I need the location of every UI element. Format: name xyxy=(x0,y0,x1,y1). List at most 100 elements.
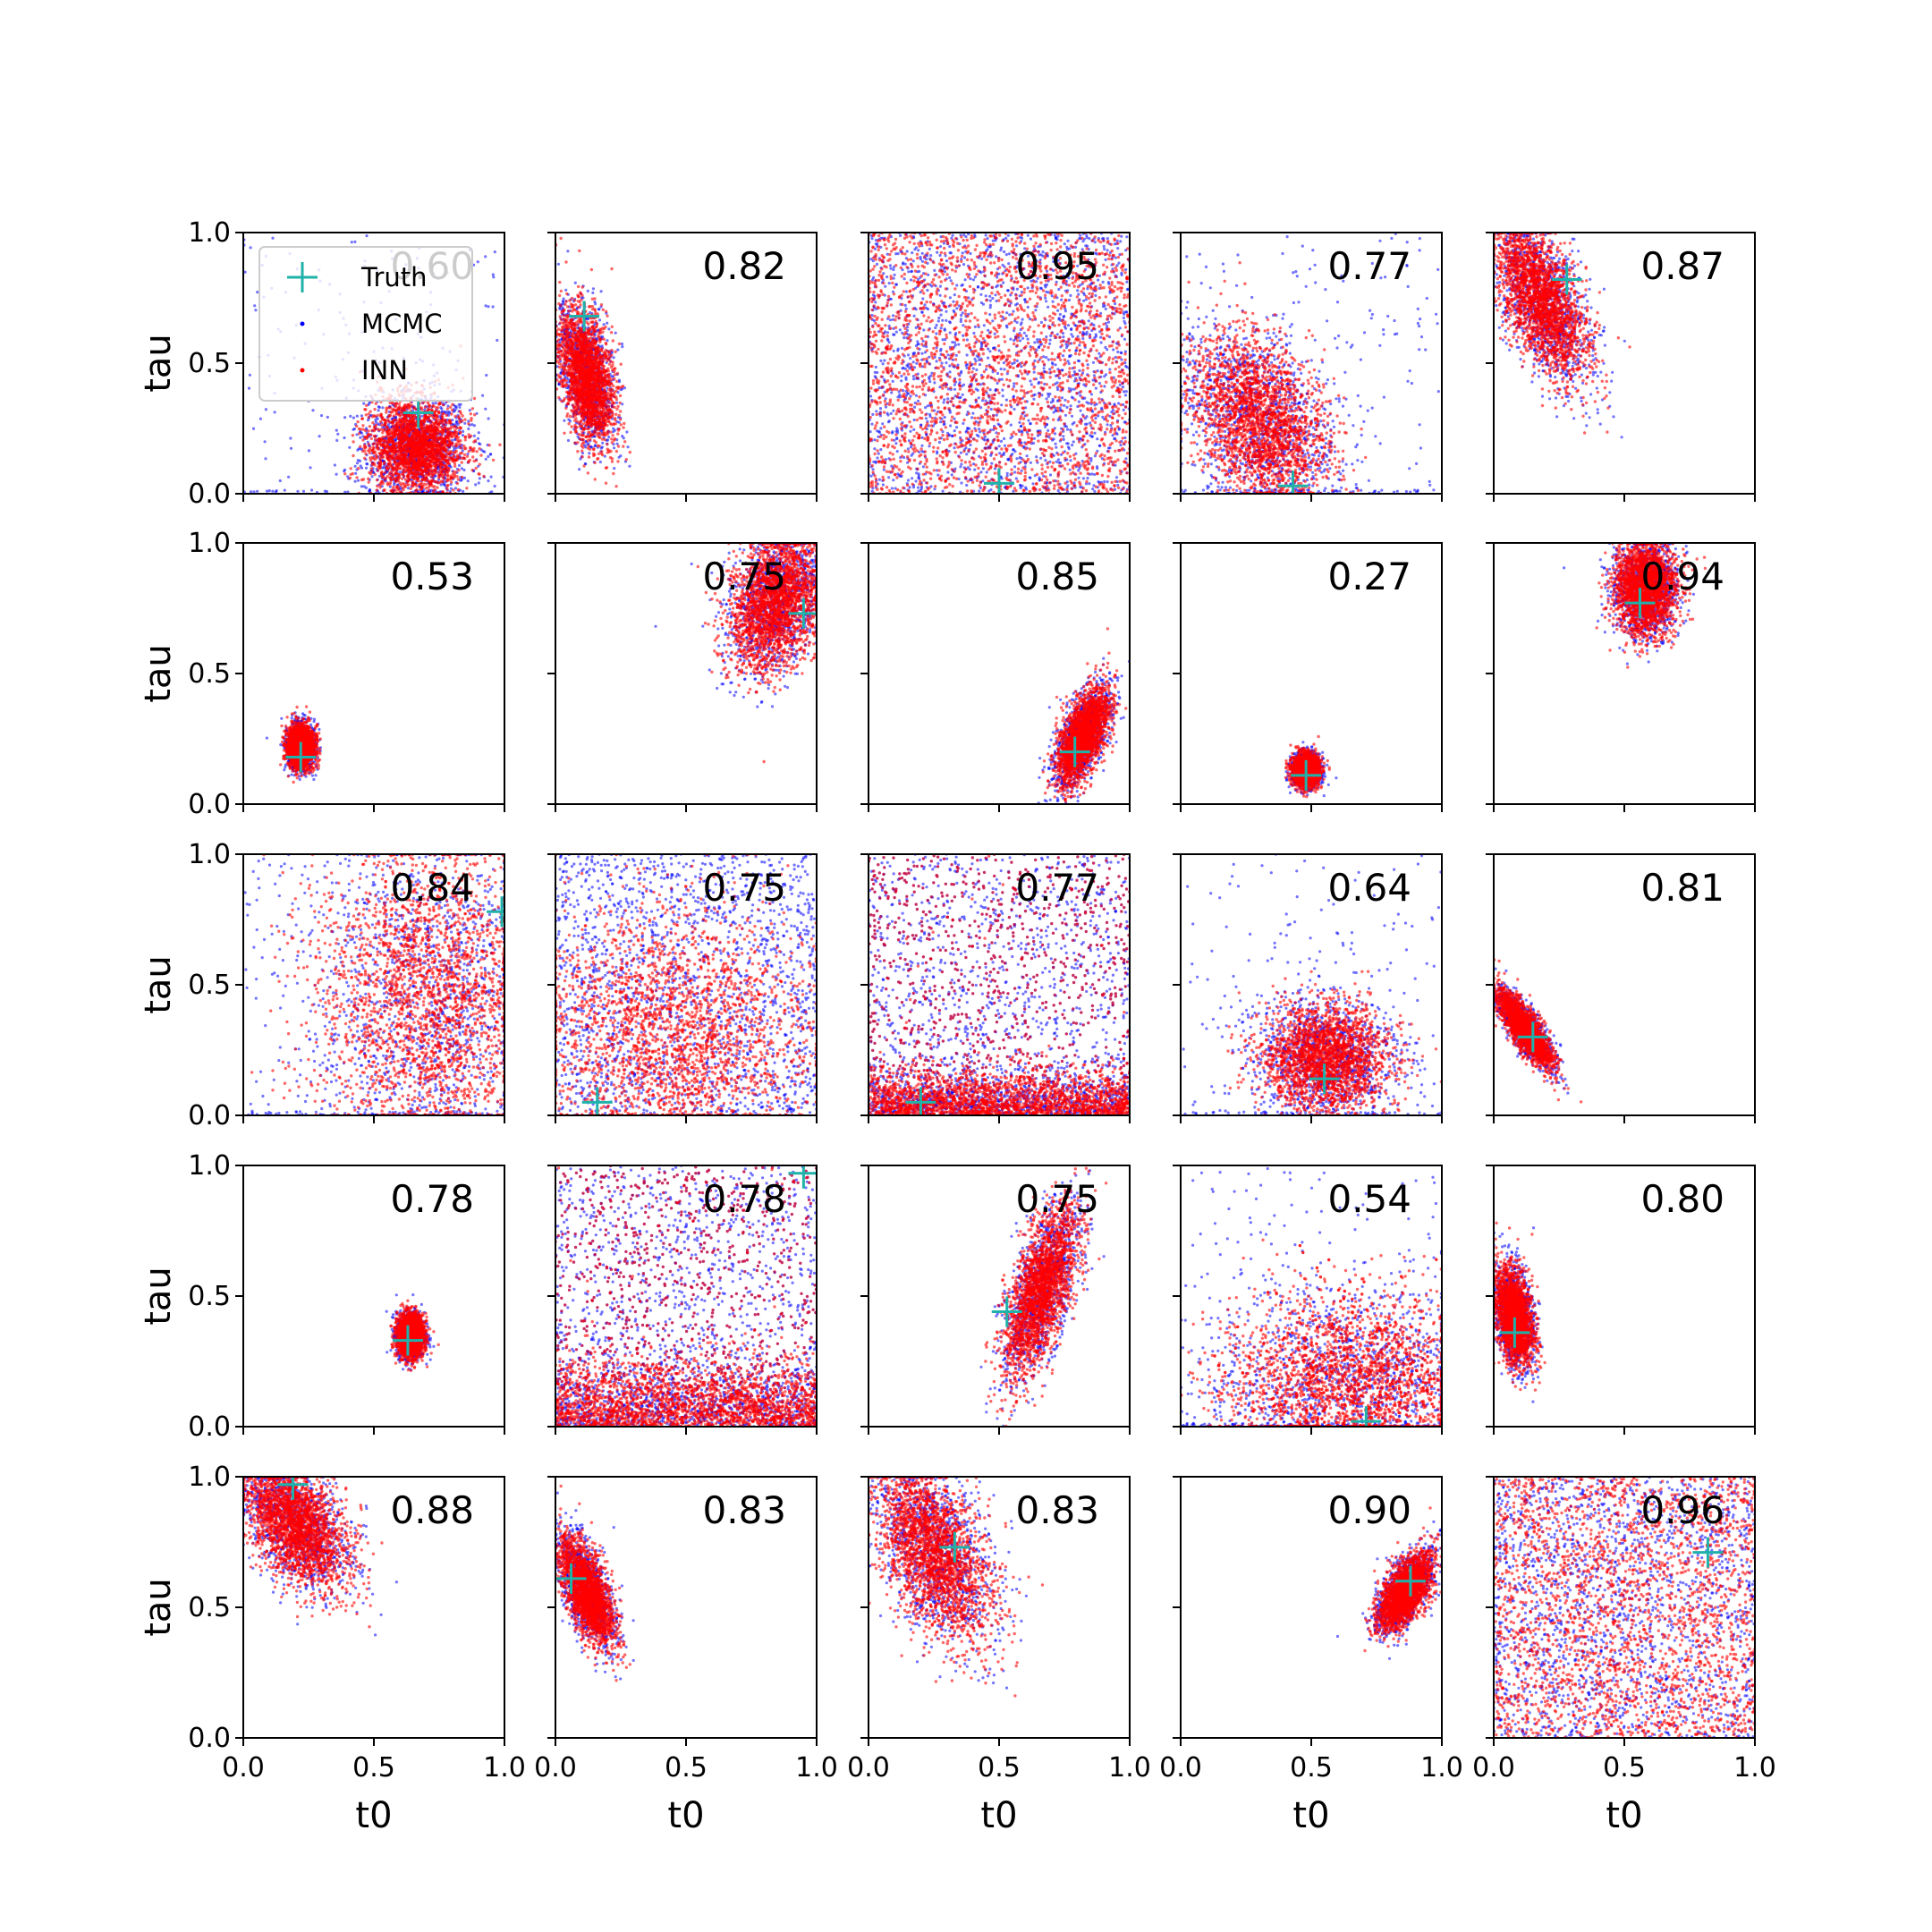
inn-point xyxy=(374,435,377,437)
mcmc-point xyxy=(462,434,464,436)
inn-point xyxy=(453,415,456,418)
inn-point xyxy=(368,429,370,432)
inn-point xyxy=(449,421,452,424)
inn-point xyxy=(488,444,491,446)
inn-point xyxy=(386,426,388,428)
inn-point xyxy=(436,481,439,484)
mcmc-point xyxy=(440,408,443,411)
mcmc-point xyxy=(334,463,336,466)
mcmc-point xyxy=(287,476,290,479)
y-axis-label: tau xyxy=(138,334,179,393)
inn-point xyxy=(401,478,403,480)
inn-point xyxy=(428,464,431,467)
mcmc-point xyxy=(478,431,480,434)
inn-point xyxy=(377,414,379,417)
mcmc-point xyxy=(563,419,565,422)
inn-point xyxy=(629,451,631,453)
inn-point xyxy=(397,456,400,459)
inn-point xyxy=(409,406,411,409)
inn-point xyxy=(380,413,383,416)
inn-point xyxy=(453,432,455,435)
mcmc-point xyxy=(377,409,380,411)
inn-point xyxy=(470,412,472,415)
inn-point xyxy=(371,421,374,424)
inn-point xyxy=(450,476,453,479)
inn-point xyxy=(363,449,366,452)
inn-point xyxy=(415,462,418,465)
inn-point xyxy=(397,453,400,456)
inn-point xyxy=(427,408,429,411)
inn-point xyxy=(445,430,448,433)
inn-point xyxy=(492,459,495,462)
inn-point xyxy=(376,456,378,459)
mcmc-point xyxy=(587,290,589,292)
inn-point xyxy=(401,482,403,485)
mcmc-point xyxy=(618,421,621,424)
inn-point xyxy=(425,473,428,476)
mcmc-point xyxy=(606,339,608,342)
mcmc-point xyxy=(601,344,604,347)
mcmc-point xyxy=(462,490,464,493)
mcmc-point xyxy=(336,433,339,436)
inn-point xyxy=(377,464,380,467)
inn-point xyxy=(363,408,366,411)
inn-point xyxy=(588,455,590,458)
inn-point xyxy=(443,439,445,442)
inn-point xyxy=(438,470,441,473)
mcmc-point xyxy=(598,318,601,321)
inn-point xyxy=(374,415,377,418)
mcmc-point xyxy=(462,430,464,433)
mcmc-point xyxy=(320,414,323,417)
inn-point xyxy=(464,438,467,441)
inn-point xyxy=(422,483,425,486)
inn-point xyxy=(462,414,464,417)
mcmc-point xyxy=(343,416,346,419)
mcmc-point xyxy=(296,490,299,493)
inn-point xyxy=(398,402,401,405)
mcmc-point xyxy=(613,446,615,449)
inn-point xyxy=(420,408,423,411)
inn-point xyxy=(411,468,413,470)
mcmc-point xyxy=(360,414,363,417)
mcmc-point xyxy=(357,459,360,462)
inn-point xyxy=(392,435,394,437)
inn-point xyxy=(436,448,438,451)
inn-point xyxy=(379,457,382,460)
inn-point xyxy=(461,461,463,463)
inn-point xyxy=(393,431,395,434)
mcmc-point xyxy=(357,479,360,482)
mcmc-point xyxy=(469,409,471,411)
inn-point xyxy=(383,424,386,427)
inn-point xyxy=(428,404,431,407)
inn-point xyxy=(470,419,472,421)
mcmc-point xyxy=(349,415,352,418)
mcmc-point xyxy=(343,436,345,439)
inn-point xyxy=(406,446,409,449)
inn-point xyxy=(395,477,398,479)
inn-point xyxy=(369,452,371,454)
inn-point xyxy=(391,421,394,424)
mcmc-point xyxy=(481,394,484,397)
mcmc-point xyxy=(249,374,251,377)
inn-point xyxy=(373,442,376,445)
mcmc-point xyxy=(607,327,610,330)
inn-point xyxy=(368,416,370,419)
inn-point xyxy=(432,429,435,432)
inn-point xyxy=(391,402,394,404)
inn-point xyxy=(413,448,416,451)
inn-point xyxy=(604,438,606,441)
inn-point xyxy=(614,485,617,487)
inn-point xyxy=(388,437,391,440)
inn-point xyxy=(622,426,624,428)
inn-points xyxy=(554,237,631,488)
inn-point xyxy=(590,268,593,271)
mcmc-point xyxy=(474,483,477,486)
inn-point xyxy=(424,415,427,418)
inn-point xyxy=(428,473,430,476)
inn-point xyxy=(372,457,375,460)
inn-point xyxy=(395,426,398,428)
inn-point xyxy=(442,468,445,470)
inn-point xyxy=(450,412,453,415)
mcmc-point xyxy=(487,305,489,308)
inn-point xyxy=(381,451,384,453)
